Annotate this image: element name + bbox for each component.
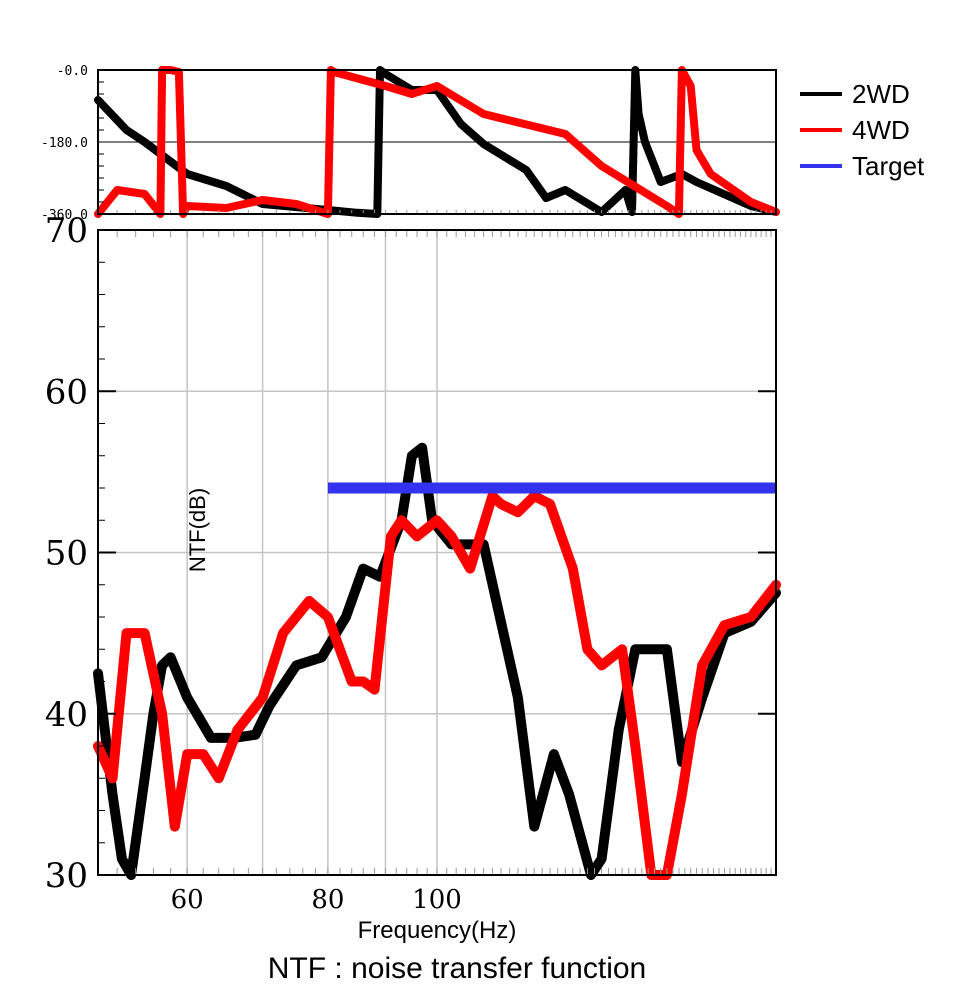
x-axis-label: Frequency(Hz)	[358, 917, 517, 944]
phase-y-tick-label: -180.0	[41, 136, 88, 151]
magnitude-y-tick-label: 30	[45, 856, 88, 896]
magnitude-y-tick-label: 50	[45, 534, 88, 574]
magnitude-grid	[98, 230, 776, 875]
magnitude-panel: 30 40 50 60 70 60 80 100 NTF(dB) Frequency(Hz)	[45, 211, 781, 944]
y-axis-label: NTF(dB)	[185, 488, 210, 572]
magnitude-x-tick-label: 100	[412, 885, 462, 915]
magnitude-y-tick-label: 40	[45, 695, 88, 735]
phase-panel: -0.0 -180.0 -360.0	[41, 64, 780, 223]
magnitude-y-tick-label: 60	[45, 372, 88, 412]
magnitude-x-tick-label: 60	[171, 885, 204, 915]
legend-label-target: Target	[852, 151, 925, 181]
legend: 2WD 4WD Target	[800, 79, 925, 181]
magnitude-y-tick-labels: 30 40 50 60 70	[45, 211, 88, 896]
legend-label-4wd: 4WD	[852, 115, 910, 145]
phase-series-line-2wd	[94, 66, 780, 218]
magnitude-plot-frame	[97, 229, 777, 876]
phase-plot-frame	[97, 69, 777, 215]
chart-caption: NTF : noise transfer function	[268, 952, 647, 985]
phase-y-tick-labels: -0.0 -180.0 -360.0	[41, 64, 88, 223]
magnitude-x-tick-labels: 60 80 100	[171, 885, 462, 915]
magnitude-series	[93, 442, 781, 880]
phase-y-tick-label: -360.0	[41, 208, 88, 223]
magnitude-series-line-4wd	[93, 491, 781, 880]
phase-y-tick-label: -0.0	[57, 64, 88, 79]
magnitude-y-tick-label: 70	[45, 211, 88, 251]
magnitude-x-tick-label: 80	[311, 885, 344, 915]
legend-label-2wd: 2WD	[852, 79, 910, 109]
